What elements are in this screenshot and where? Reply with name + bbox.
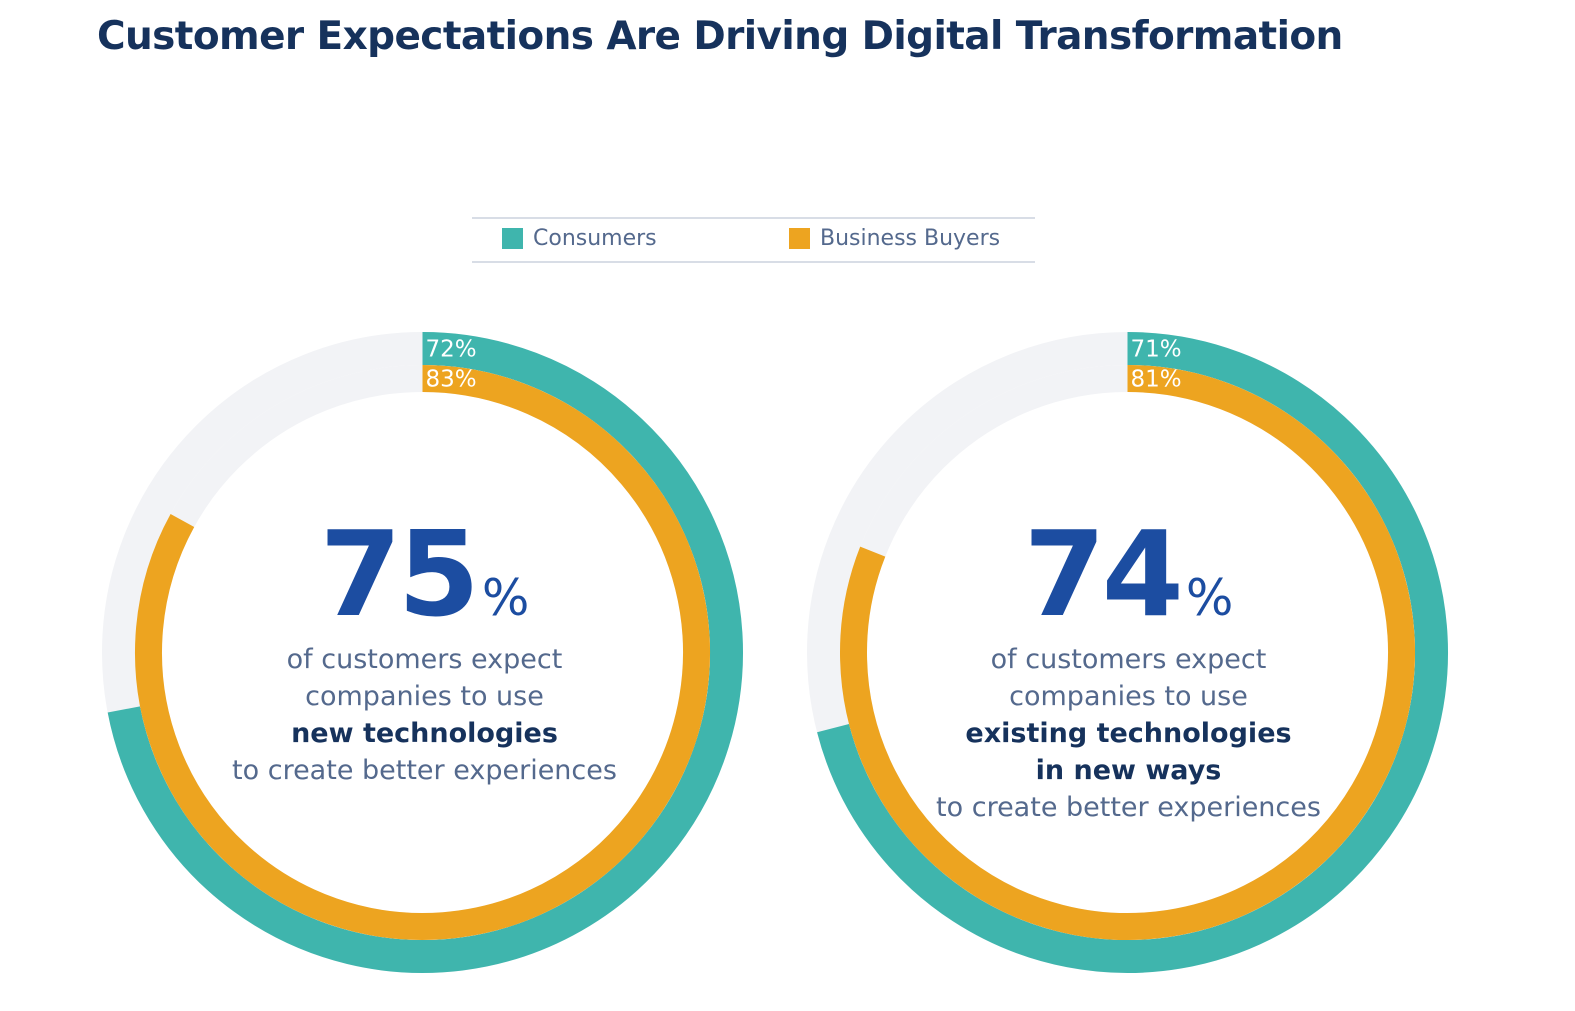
legend-item-consumers: Consumers xyxy=(502,226,657,251)
legend-swatch-business-buyers xyxy=(789,228,810,249)
data-label-business-buyers: 81% xyxy=(1131,367,1182,393)
legend-label-consumers: Consumers xyxy=(533,226,657,251)
headline-stat: 74 % xyxy=(876,515,1381,633)
legend: Consumers Business Buyers xyxy=(472,217,1035,263)
headline-unit: % xyxy=(481,569,530,627)
page-title: Customer Expectations Are Driving Digita… xyxy=(97,14,1343,59)
ring-arc-consumers xyxy=(107,332,743,973)
ring-arc-business-buyers xyxy=(135,365,710,940)
legend-item-business-buyers: Business Buyers xyxy=(789,226,1000,251)
data-label-business-buyers: 83% xyxy=(426,367,477,393)
headline-stat: 75 % xyxy=(172,515,677,633)
legend-swatch-consumers xyxy=(502,228,523,249)
caption-line: companies to use xyxy=(305,681,544,712)
data-label-consumers: 71% xyxy=(1131,337,1182,363)
headline-value: 75 xyxy=(319,505,480,643)
caption-line: of customers expect xyxy=(990,644,1267,675)
caption-line-emphasis: new technologies xyxy=(291,718,558,749)
caption-line-emphasis: existing technologies xyxy=(965,718,1292,749)
donut-chart-existing-technologies: 71% 81% xyxy=(807,332,1448,973)
headline-unit: % xyxy=(1185,569,1234,627)
data-label-consumers: 72% xyxy=(426,337,477,363)
caption-line: of customers expect xyxy=(286,644,563,675)
donut-center-existing-technologies: 74 % of customers expect companies to us… xyxy=(876,515,1381,826)
caption-line-emphasis: in new ways xyxy=(1035,755,1222,786)
caption-line: to create better experiences xyxy=(936,792,1321,823)
donut-center-new-technologies: 75 % of customers expect companies to us… xyxy=(172,515,677,789)
legend-label-business-buyers: Business Buyers xyxy=(820,226,1001,251)
headline-value: 74 xyxy=(1023,505,1184,643)
donut-chart-new-technologies: 72% 83% xyxy=(102,332,743,973)
caption-line: to create better experiences xyxy=(232,755,617,786)
ring-arc-business-buyers xyxy=(840,365,1415,940)
caption-line: companies to use xyxy=(1009,681,1248,712)
ring-arc-consumers xyxy=(817,332,1448,973)
